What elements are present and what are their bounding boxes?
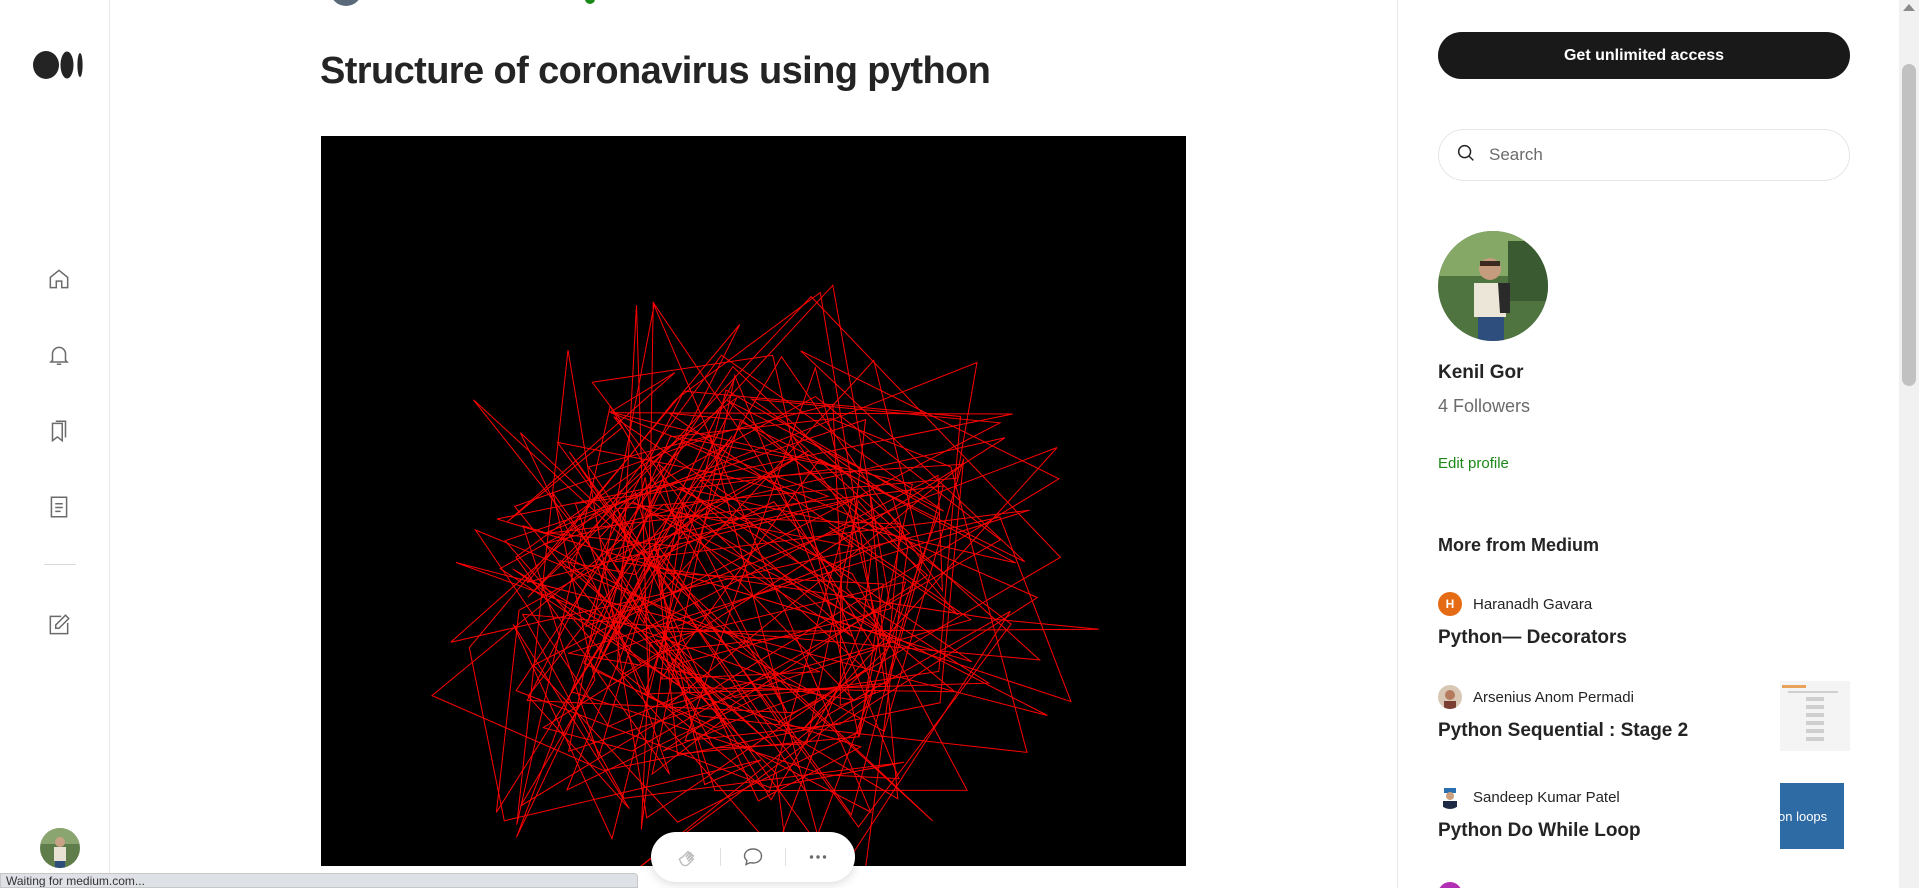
virus-stroke	[473, 291, 933, 822]
more-from-medium-heading: More from Medium	[1438, 535, 1600, 555]
stories-document-icon[interactable]	[44, 492, 74, 522]
more-options-icon[interactable]	[803, 842, 833, 872]
virus-stroke	[431, 355, 1030, 771]
list-item[interactable]: H Haranadh Gavara Python— Decorators	[1438, 591, 1858, 649]
article-author-avatar[interactable]	[330, 0, 362, 6]
story-thumbnail[interactable]	[1780, 681, 1850, 751]
scrollbar-thumb[interactable]	[1902, 64, 1916, 386]
story-title[interactable]: Python Do While Loop	[1438, 820, 1641, 841]
virus-stroke	[496, 372, 1013, 866]
story-author-avatar[interactable]	[1438, 785, 1462, 809]
story-title[interactable]: Python— Decorators	[1438, 627, 1627, 648]
story-author-avatar[interactable]	[1438, 882, 1462, 888]
article-action-bar	[651, 832, 855, 882]
story-author-name[interactable]: Arsenius Anom Permadi	[1473, 688, 1634, 706]
virus-stroke	[474, 295, 1062, 807]
comment-bubble-icon[interactable]	[738, 842, 768, 872]
story-author-name[interactable]: Haranadh Gavara	[1473, 595, 1593, 613]
search-input[interactable]	[1489, 145, 1829, 165]
write-edit-icon[interactable]	[44, 610, 74, 640]
author-avatar-large[interactable]	[1438, 231, 1548, 341]
story-author-avatar[interactable]: H	[1438, 592, 1462, 616]
story-title[interactable]: Python Sequential : Stage 2	[1438, 720, 1689, 741]
action-separator	[784, 848, 786, 866]
scroll-up-arrow-icon[interactable]	[1903, 4, 1915, 11]
lists-bookmark-icon[interactable]	[44, 416, 74, 446]
browser-status-bar: Waiting for medium.com...	[0, 873, 638, 888]
search-box[interactable]	[1438, 129, 1850, 181]
virus-stroke	[513, 403, 1011, 866]
list-item[interactable]: Arsenius Anom Permadi Python Sequential …	[1438, 684, 1858, 742]
medium-logo-icon[interactable]	[33, 50, 85, 80]
virus-stroke	[504, 365, 1042, 853]
thumbnail-text: on loops	[1780, 808, 1828, 824]
article-image[interactable]	[321, 136, 1186, 866]
virus-stroke	[522, 359, 978, 816]
list-item[interactable]: Sandeep Kumar Patel Python Do While Loop	[1438, 784, 1858, 842]
user-avatar[interactable]	[40, 828, 80, 868]
story-author-name[interactable]: Sandeep Kumar Patel	[1473, 788, 1620, 806]
author-name[interactable]: Kenil Gor	[1438, 362, 1524, 383]
notifications-bell-icon[interactable]	[44, 340, 74, 370]
action-separator	[720, 848, 722, 866]
followers-count[interactable]: 4 Followers	[1438, 396, 1531, 416]
virus-stroke	[495, 300, 1099, 814]
article-title: Structure of coronavirus using python	[320, 50, 991, 92]
story-author-avatar[interactable]	[1438, 685, 1462, 709]
virus-stroke	[516, 350, 907, 830]
rail-divider	[44, 564, 76, 565]
coronavirus-drawing	[431, 284, 1099, 866]
story-thumbnail[interactable]: on loops	[1780, 783, 1844, 849]
edit-profile-link[interactable]: Edit profile	[1438, 455, 1509, 472]
home-icon[interactable]	[44, 264, 74, 294]
clap-icon[interactable]	[673, 842, 703, 872]
left-rail	[0, 0, 110, 888]
status-dot	[585, 0, 595, 4]
search-icon	[1455, 142, 1477, 169]
get-unlimited-access-button[interactable]: Get unlimited access	[1438, 32, 1850, 79]
